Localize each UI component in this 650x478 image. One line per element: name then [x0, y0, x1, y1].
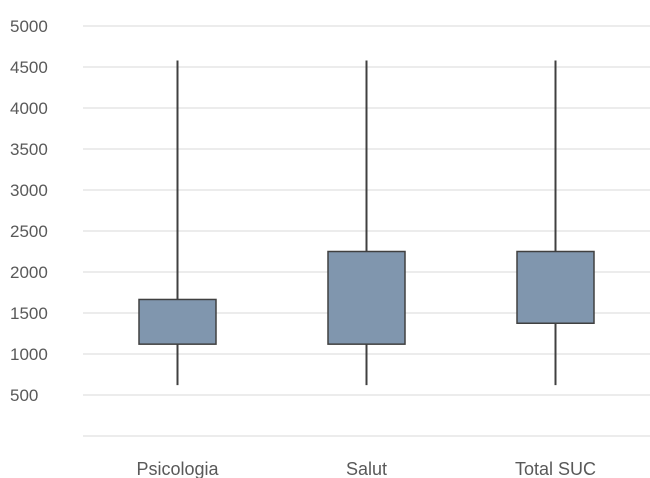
box-1: [327, 60, 406, 386]
x-category-label: Salut: [346, 459, 387, 478]
y-tick-label: 4000: [10, 99, 48, 118]
iqr-box: [516, 250, 595, 324]
y-tick-label: 1500: [10, 304, 48, 323]
plot-area: [138, 60, 595, 386]
x-category-label: Total SUC: [515, 459, 596, 478]
y-tick-label: 2000: [10, 263, 48, 282]
box-0: [138, 60, 217, 386]
x-axis-category-labels: Psicologia Salut Total SUC: [136, 459, 596, 478]
y-axis-tick-labels: 500 1000 1500 2000 2500 3000 3500 4000 4500 5000: [10, 17, 48, 405]
y-tick-label: 500: [10, 386, 38, 405]
y-tick-label: 2500: [10, 222, 48, 241]
y-tick-label: 4500: [10, 58, 48, 77]
iqr-box: [138, 298, 217, 345]
y-tick-label: 5000: [10, 17, 48, 36]
iqr-box: [327, 250, 406, 345]
box-2: [516, 60, 595, 386]
y-tick-label: 1000: [10, 345, 48, 364]
y-tick-label: 3500: [10, 140, 48, 159]
y-tick-label: 3000: [10, 181, 48, 200]
x-category-label: Psicologia: [136, 459, 219, 478]
